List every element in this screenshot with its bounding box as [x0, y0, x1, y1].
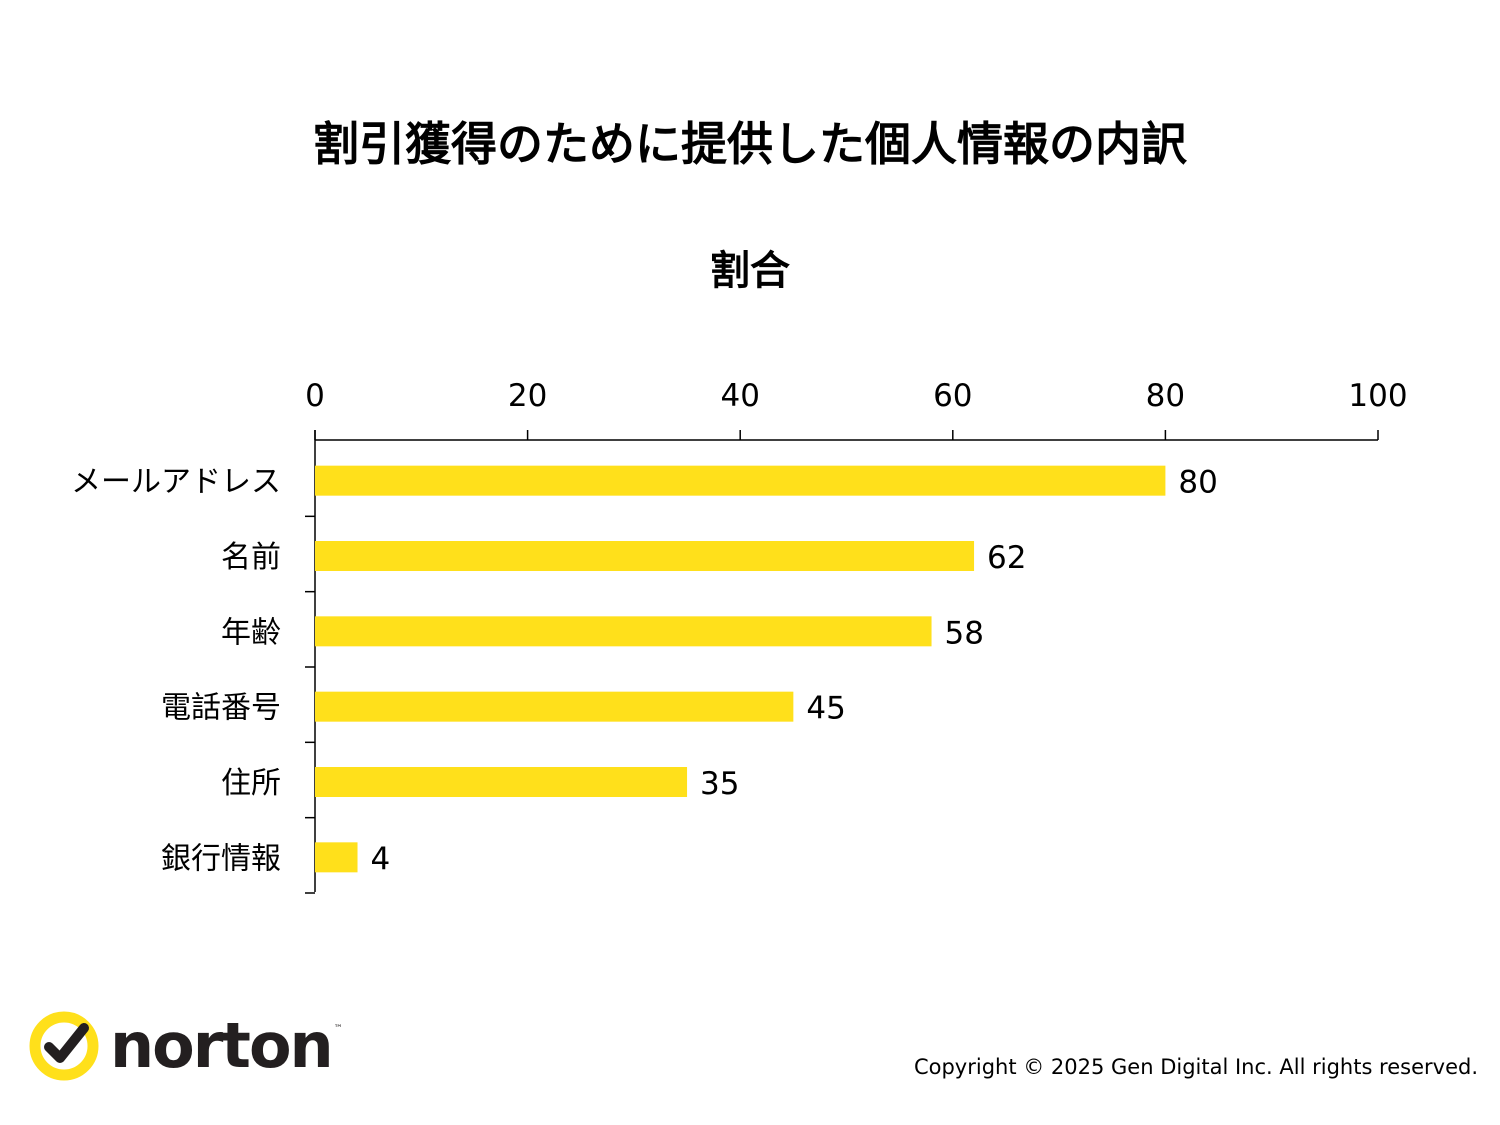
x-tick-label: 60	[933, 378, 972, 414]
category-label: 住所	[221, 766, 281, 801]
x-tick-label: 20	[508, 378, 547, 414]
bar	[315, 842, 358, 873]
data-label: 58	[945, 615, 984, 651]
bars	[315, 465, 1166, 873]
category-label: 銀行情報	[161, 841, 281, 876]
norton-logo: norton ™	[28, 1010, 343, 1082]
category-label: 電話番号	[161, 691, 281, 726]
data-label: 4	[371, 841, 391, 877]
page-title: 割引獲得のために提供した個人情報の内訳	[313, 117, 1187, 171]
labels: 0 20 40 60 80 100 メールアドレス 80 名前 62 年齢 58 電話番号 45 住所 35 銀…	[71, 378, 1408, 877]
copyright-text: Copyright © 2025 Gen Digital Inc. All ri…	[913, 1055, 1478, 1079]
logo-wordmark: norton	[110, 1009, 334, 1082]
bar	[315, 691, 794, 722]
logo-trademark: ™	[333, 1024, 343, 1034]
axes	[305, 430, 1379, 894]
x-tick-label: 0	[305, 378, 325, 414]
category-label: メールアドレス	[71, 465, 281, 500]
category-label: 名前	[221, 540, 281, 575]
x-tick-label: 80	[1146, 378, 1185, 414]
data-label: 80	[1178, 465, 1217, 501]
data-label: 45	[806, 691, 845, 727]
bar	[315, 616, 932, 647]
bar	[315, 767, 688, 797]
x-tick-label: 40	[720, 378, 759, 414]
bar	[315, 541, 975, 571]
data-label: 35	[700, 766, 739, 802]
bar	[315, 465, 1166, 496]
norton-checkmark-icon	[29, 1011, 99, 1081]
category-label: 年齢	[221, 615, 281, 650]
chart-subtitle: 割合	[710, 248, 790, 294]
data-label: 62	[987, 540, 1026, 576]
x-tick-label: 100	[1348, 378, 1407, 414]
